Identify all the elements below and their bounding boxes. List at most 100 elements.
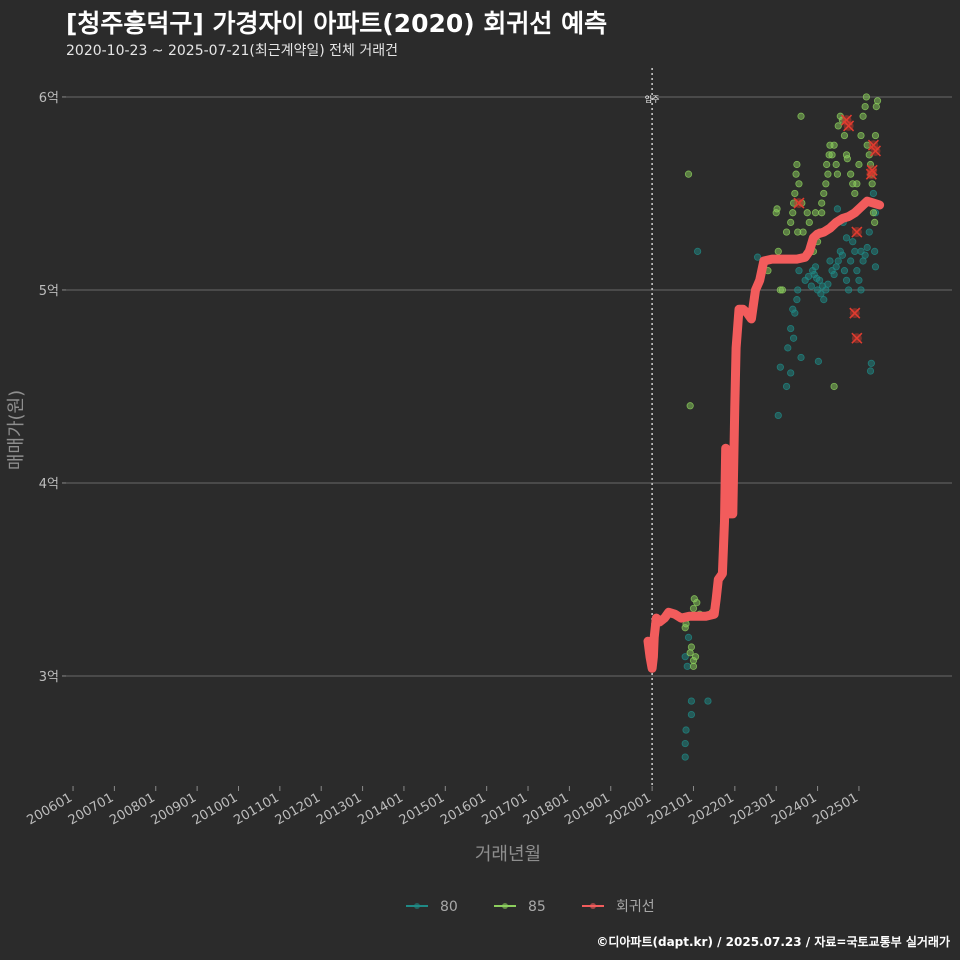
- point-80: [869, 189, 878, 198]
- regression-path: [643, 196, 885, 673]
- point-80: [776, 363, 784, 371]
- point-80: [704, 697, 712, 705]
- x-axis: 2006012007012008012009012010012011012012…: [25, 786, 861, 828]
- point-85: [811, 209, 820, 217]
- highlight-point: [843, 120, 855, 132]
- point-80: [824, 280, 832, 288]
- point-85: [840, 131, 849, 140]
- x-tick-label: 201601: [438, 790, 488, 828]
- point-85: [778, 286, 787, 294]
- regression-line: [643, 196, 885, 673]
- legend-label: 회귀선: [616, 899, 655, 915]
- point-85: [871, 218, 879, 227]
- x-tick-label: 201101: [231, 790, 281, 828]
- point-85: [873, 97, 882, 105]
- point-80: [782, 382, 791, 391]
- move-in-marker: 입주: [645, 68, 659, 786]
- highlight-point: [849, 307, 861, 319]
- point-85: [795, 180, 803, 188]
- point-85: [687, 643, 696, 651]
- point-85: [805, 218, 813, 227]
- point-85: [859, 112, 867, 120]
- x-tick-label: 202501: [810, 790, 860, 828]
- point-80: [794, 286, 802, 294]
- x-tick-label: 201001: [190, 790, 240, 828]
- point-85: [833, 170, 842, 178]
- point-80: [753, 253, 762, 261]
- legend-item-회귀선: 회귀선: [582, 899, 655, 915]
- highlight-cross: [851, 332, 863, 344]
- point-80: [861, 251, 869, 259]
- x-tick-label: 202401: [769, 790, 819, 828]
- point-85: [803, 209, 811, 217]
- point-85: [872, 103, 880, 111]
- point-80: [807, 282, 815, 290]
- point-80: [787, 369, 795, 377]
- point-80: [681, 739, 689, 748]
- point-80: [853, 267, 861, 275]
- legend-swatch-dot: [502, 903, 508, 909]
- x-tick-label: 200601: [25, 790, 75, 828]
- point-80: [683, 662, 691, 670]
- point-80: [826, 257, 834, 265]
- point-80: [857, 286, 865, 294]
- point-80: [849, 238, 857, 246]
- point-80: [840, 267, 849, 275]
- point-80: [871, 247, 879, 255]
- point-85: [830, 382, 838, 391]
- point-85: [861, 103, 869, 111]
- x-tick-label: 202001: [604, 790, 654, 828]
- x-tick-label: 201301: [314, 790, 364, 828]
- point-80: [791, 309, 799, 317]
- point-85: [787, 218, 795, 227]
- point-85: [851, 189, 859, 198]
- x-tick-label: 201201: [273, 790, 323, 828]
- highlight-cross: [869, 145, 882, 157]
- point-80: [814, 357, 822, 365]
- x-tick-label: 200701: [66, 790, 116, 828]
- highlight-point: [851, 226, 863, 238]
- point-80: [842, 276, 851, 284]
- legend-item-80: 80: [406, 899, 458, 915]
- legend-label: 80: [440, 899, 458, 915]
- point-85: [793, 160, 801, 169]
- point-85: [820, 189, 828, 198]
- highlight-cross: [866, 164, 878, 176]
- highlight-points: [793, 114, 882, 344]
- point-85: [871, 131, 880, 140]
- point-85: [782, 228, 791, 236]
- point-80: [694, 247, 702, 255]
- point-80: [834, 257, 842, 265]
- point-80: [847, 257, 855, 265]
- x-axis-title: 거래년월: [475, 844, 541, 865]
- point-85: [862, 93, 870, 101]
- chart-subtitle: 2020-10-23 ~ 2025-07-21(최근계약일) 전체 거래건: [66, 43, 398, 59]
- point-80: [682, 726, 690, 734]
- scatter-points: [681, 93, 882, 761]
- point-80: [784, 344, 792, 352]
- legend-swatch-dot: [414, 903, 420, 909]
- point-85: [818, 199, 826, 207]
- y-tick-label: 3억: [39, 670, 59, 685]
- highlight-point: [869, 145, 882, 157]
- point-80: [681, 753, 689, 761]
- point-80: [797, 353, 805, 362]
- point-85: [797, 112, 805, 120]
- legend-item-85: 85: [494, 899, 546, 915]
- point-80: [865, 228, 873, 236]
- point-85: [799, 228, 807, 236]
- point-80: [813, 274, 821, 282]
- point-85: [823, 160, 831, 169]
- highlight-point: [793, 197, 805, 209]
- point-80: [774, 411, 782, 420]
- point-80: [811, 263, 820, 271]
- point-80: [789, 334, 798, 342]
- point-80: [871, 263, 880, 271]
- y-tick-label: 5억: [39, 284, 59, 299]
- point-80: [681, 653, 689, 661]
- point-85: [789, 209, 797, 217]
- point-80: [855, 276, 863, 284]
- point-80: [787, 324, 795, 333]
- x-tick-label: 201901: [562, 790, 612, 828]
- legend-swatch-dot: [590, 903, 596, 909]
